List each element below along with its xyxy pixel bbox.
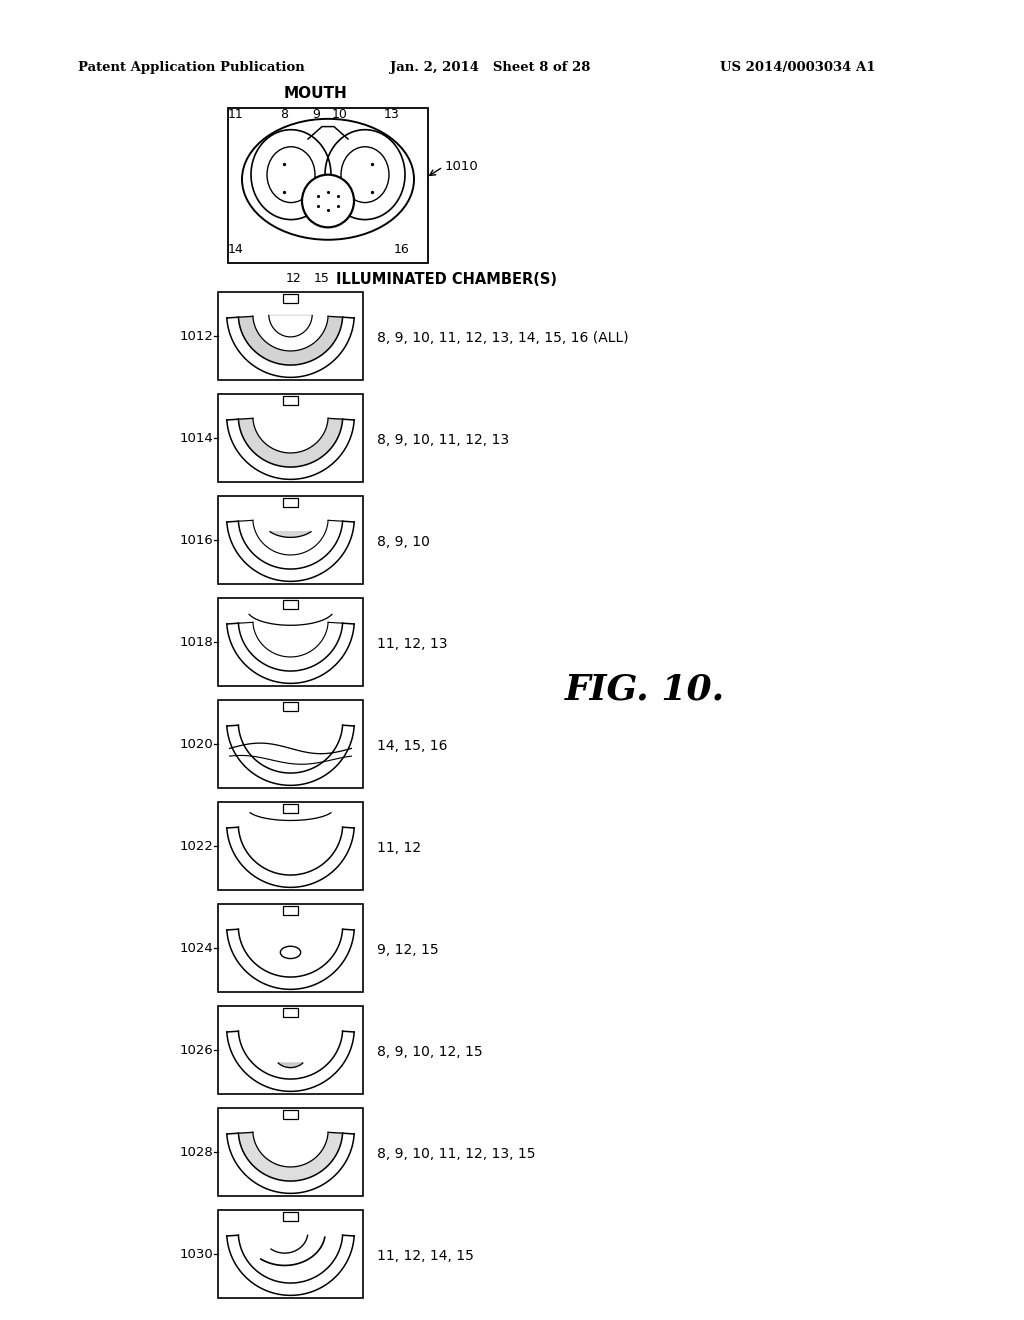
Text: 8, 9, 10: 8, 9, 10 (377, 535, 430, 549)
Bar (284, 294, 298, 302)
Bar (218, 1210, 362, 1298)
Text: 8: 8 (280, 108, 288, 120)
Text: 13: 13 (384, 108, 400, 120)
Polygon shape (279, 1063, 303, 1068)
Text: 1024: 1024 (179, 941, 213, 954)
Text: 1012: 1012 (179, 330, 213, 342)
Bar (218, 292, 362, 380)
Text: Jan. 2, 2014   Sheet 8 of 28: Jan. 2, 2014 Sheet 8 of 28 (390, 62, 591, 74)
Bar (284, 396, 298, 404)
Text: 1018: 1018 (179, 635, 213, 648)
Bar (218, 598, 362, 686)
Bar (284, 1110, 298, 1118)
Ellipse shape (302, 174, 354, 227)
Bar (284, 498, 298, 507)
Polygon shape (270, 532, 311, 537)
Text: 11: 11 (228, 108, 244, 120)
Bar (284, 1212, 298, 1221)
Bar (218, 803, 362, 890)
Text: 12: 12 (286, 272, 302, 285)
Bar (228, 108, 428, 263)
Text: 8, 9, 10, 11, 12, 13, 14, 15, 16 (ALL): 8, 9, 10, 11, 12, 13, 14, 15, 16 (ALL) (377, 331, 629, 345)
Text: 15: 15 (314, 272, 330, 285)
Polygon shape (253, 317, 328, 351)
Bar (284, 599, 298, 609)
Text: 1020: 1020 (179, 738, 213, 751)
Text: 1026: 1026 (179, 1044, 213, 1056)
Text: 11, 12: 11, 12 (377, 841, 421, 855)
Polygon shape (268, 315, 312, 337)
Text: FIG. 10.: FIG. 10. (565, 673, 725, 708)
Bar (218, 1107, 362, 1196)
Bar (218, 700, 362, 788)
Text: MOUTH: MOUTH (284, 87, 348, 102)
Bar (218, 393, 362, 482)
Text: 9: 9 (312, 108, 319, 120)
Text: 1028: 1028 (179, 1146, 213, 1159)
Polygon shape (239, 317, 343, 366)
Text: 10: 10 (332, 108, 348, 120)
Text: 9, 12, 15: 9, 12, 15 (377, 942, 438, 957)
Bar (218, 496, 362, 583)
Text: 1022: 1022 (179, 840, 213, 853)
Text: 16: 16 (394, 243, 410, 256)
Text: 11, 12, 14, 15: 11, 12, 14, 15 (377, 1249, 474, 1263)
Polygon shape (239, 1133, 343, 1181)
Bar (284, 906, 298, 915)
Text: 11, 12, 13: 11, 12, 13 (377, 636, 447, 651)
Polygon shape (253, 418, 328, 453)
Text: 1016: 1016 (179, 533, 213, 546)
Text: Patent Application Publication: Patent Application Publication (78, 62, 305, 74)
Bar (218, 904, 362, 993)
Polygon shape (253, 1133, 328, 1167)
Text: 8, 9, 10, 12, 15: 8, 9, 10, 12, 15 (377, 1044, 482, 1059)
Text: US 2014/0003034 A1: US 2014/0003034 A1 (720, 62, 876, 74)
Text: ILLUMINATED CHAMBER(S): ILLUMINATED CHAMBER(S) (336, 272, 557, 286)
Bar (284, 702, 298, 710)
Polygon shape (239, 420, 343, 467)
Text: 1014: 1014 (179, 432, 213, 445)
Text: 8, 9, 10, 11, 12, 13: 8, 9, 10, 11, 12, 13 (377, 433, 509, 446)
Text: 14: 14 (228, 243, 244, 256)
Bar (218, 1006, 362, 1094)
Text: 14, 15, 16: 14, 15, 16 (377, 739, 447, 752)
Bar (284, 1007, 298, 1016)
Text: 1030: 1030 (179, 1247, 213, 1261)
Bar (284, 804, 298, 813)
Text: 8, 9, 10, 11, 12, 13, 15: 8, 9, 10, 11, 12, 13, 15 (377, 1147, 536, 1160)
Text: 1010: 1010 (445, 161, 479, 173)
